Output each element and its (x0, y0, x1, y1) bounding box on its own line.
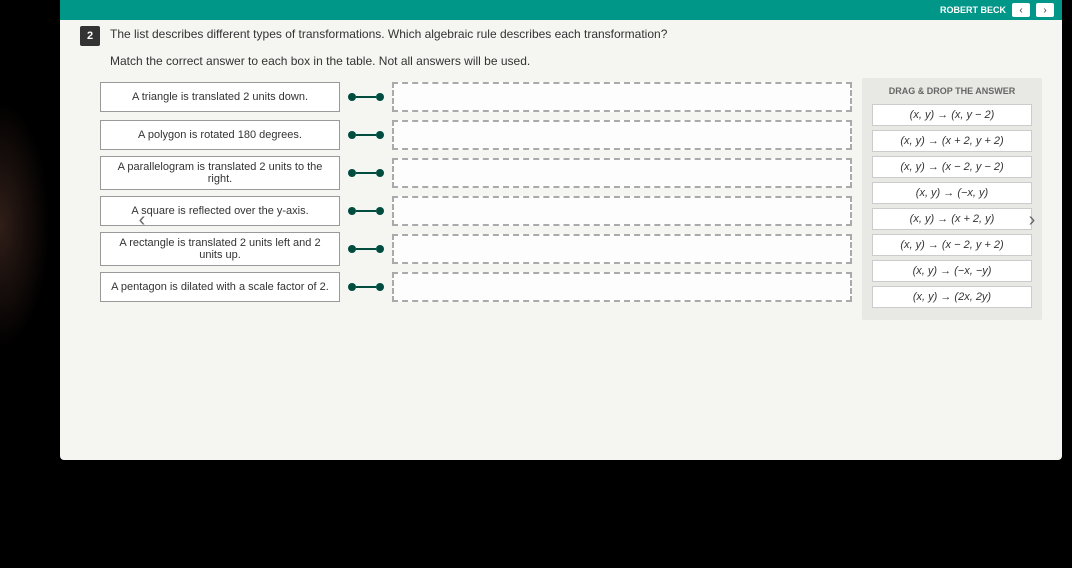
drop-target[interactable] (392, 158, 852, 188)
prompt-box: A parallelogram is translated 2 units to… (100, 156, 340, 190)
top-nav-prev[interactable]: ‹ (1012, 3, 1030, 17)
connector-icon (348, 283, 384, 291)
match-row: A rectangle is translated 2 units left a… (100, 230, 852, 268)
next-question-button[interactable]: › (1020, 200, 1044, 240)
match-row: A parallelogram is translated 2 units to… (100, 154, 852, 192)
answer-panel-title: DRAG & DROP THE ANSWER (872, 86, 1032, 96)
drop-target[interactable] (392, 272, 852, 302)
answer-chip[interactable]: (x, y) → (2x, 2y) (872, 286, 1032, 308)
prompt-box: A triangle is translated 2 units down. (100, 82, 340, 112)
match-row: A pentagon is dilated with a scale facto… (100, 268, 852, 306)
prompt-box: A pentagon is dilated with a scale facto… (100, 272, 340, 302)
connector-icon (348, 169, 384, 177)
top-bar: ROBERT BECK ‹ › (60, 0, 1062, 20)
work-area: A triangle is translated 2 units down. A… (60, 78, 1062, 320)
question-number: 2 (80, 26, 100, 46)
match-column: A triangle is translated 2 units down. A… (100, 78, 852, 320)
answer-chip[interactable]: (x, y) → (x + 2, y) (872, 208, 1032, 230)
answer-chip[interactable]: (x, y) → (−x, −y) (872, 260, 1032, 282)
connector-icon (348, 245, 384, 253)
drop-target[interactable] (392, 120, 852, 150)
user-name: ROBERT BECK (940, 5, 1006, 15)
answer-chip[interactable]: (x, y) → (x − 2, y + 2) (872, 234, 1032, 256)
answer-panel: DRAG & DROP THE ANSWER (x, y) → (x, y − … (862, 78, 1042, 320)
answer-chip[interactable]: (x, y) → (−x, y) (872, 182, 1032, 204)
connector-icon (348, 131, 384, 139)
drop-target[interactable] (392, 234, 852, 264)
connector-icon (348, 207, 384, 215)
match-row: A triangle is translated 2 units down. (100, 78, 852, 116)
match-row: A polygon is rotated 180 degrees. (100, 116, 852, 154)
question-instruction: Match the correct answer to each box in … (110, 54, 1042, 68)
match-row: A square is reflected over the y-axis. (100, 192, 852, 230)
quiz-screen: ROBERT BECK ‹ › 2 The list describes dif… (60, 0, 1062, 460)
connector-icon (348, 93, 384, 101)
answer-chip[interactable]: (x, y) → (x, y − 2) (872, 104, 1032, 126)
top-nav-next[interactable]: › (1036, 3, 1054, 17)
prev-question-button[interactable]: ‹ (130, 200, 154, 240)
drop-target[interactable] (392, 82, 852, 112)
question-text: The list describes different types of tr… (110, 26, 667, 43)
prompt-box: A polygon is rotated 180 degrees. (100, 120, 340, 150)
camera-artifact (0, 100, 50, 350)
question-area: 2 The list describes different types of … (60, 20, 1062, 68)
answer-chip[interactable]: (x, y) → (x + 2, y + 2) (872, 130, 1032, 152)
drop-target[interactable] (392, 196, 852, 226)
answer-chip[interactable]: (x, y) → (x − 2, y − 2) (872, 156, 1032, 178)
